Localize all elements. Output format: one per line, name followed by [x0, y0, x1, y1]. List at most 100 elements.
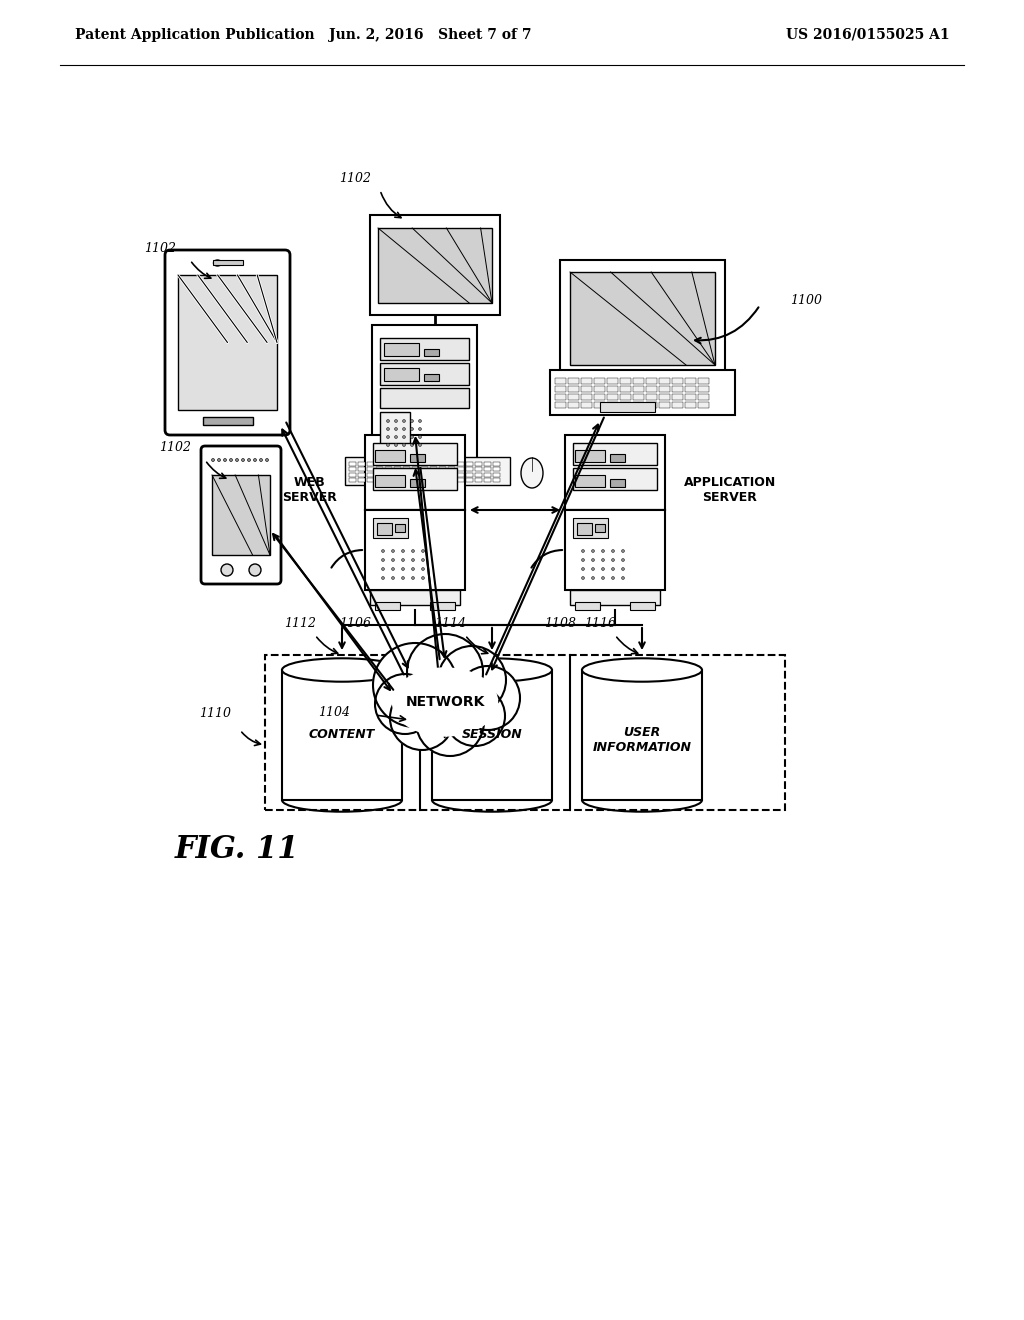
Ellipse shape [382, 568, 384, 570]
Bar [430, 462, 437, 466]
Bar [466, 478, 473, 482]
Bar [373, 444, 457, 465]
Bar [568, 385, 579, 392]
Ellipse shape [611, 577, 614, 579]
Bar [646, 393, 657, 400]
Bar [484, 478, 490, 482]
Bar [376, 478, 383, 482]
Bar [698, 385, 709, 392]
Bar [430, 467, 437, 471]
Ellipse shape [582, 659, 702, 681]
Bar [620, 393, 631, 400]
Bar [212, 475, 270, 554]
Bar [484, 473, 490, 477]
Bar [380, 412, 410, 451]
Bar [672, 385, 683, 392]
Ellipse shape [392, 668, 498, 737]
Bar [421, 478, 428, 482]
Bar [620, 403, 631, 408]
Ellipse shape [611, 558, 614, 561]
Bar [581, 393, 592, 400]
Bar [410, 479, 425, 487]
Bar [698, 403, 709, 408]
Bar [367, 462, 374, 466]
Ellipse shape [419, 420, 422, 422]
Bar [395, 524, 406, 532]
Ellipse shape [401, 558, 404, 561]
Bar [385, 478, 392, 482]
Ellipse shape [265, 458, 268, 462]
Bar [493, 478, 500, 482]
Bar [555, 393, 566, 400]
Ellipse shape [592, 577, 595, 579]
Ellipse shape [401, 577, 404, 579]
Bar [570, 590, 660, 605]
Bar [378, 228, 492, 304]
Ellipse shape [394, 420, 397, 422]
Circle shape [456, 667, 520, 730]
Bar [178, 275, 278, 411]
Bar [659, 378, 670, 384]
Bar [367, 478, 374, 482]
Bar [685, 393, 696, 400]
Bar [412, 478, 419, 482]
Ellipse shape [402, 436, 406, 438]
Ellipse shape [213, 260, 221, 267]
Bar [372, 325, 477, 459]
Ellipse shape [582, 549, 585, 553]
Bar [449, 478, 455, 482]
Bar [385, 473, 392, 477]
Bar [457, 467, 464, 471]
Ellipse shape [401, 568, 404, 570]
Text: 1106: 1106 [339, 616, 371, 630]
Bar [630, 602, 655, 610]
Bar [475, 478, 482, 482]
Bar [349, 478, 356, 482]
Bar [358, 467, 365, 471]
Ellipse shape [592, 549, 595, 553]
Bar [594, 378, 605, 384]
Bar [358, 478, 365, 482]
Ellipse shape [422, 568, 425, 570]
Ellipse shape [432, 659, 552, 681]
Ellipse shape [386, 420, 389, 422]
Bar [394, 473, 401, 477]
Bar [607, 403, 618, 408]
Bar [403, 478, 410, 482]
Bar [600, 403, 655, 412]
Text: 1114: 1114 [434, 616, 466, 630]
Circle shape [375, 675, 435, 734]
Bar [376, 462, 383, 466]
Bar [403, 462, 410, 466]
Text: USER
INFORMATION: USER INFORMATION [593, 726, 691, 754]
Bar [582, 671, 702, 800]
Bar [672, 393, 683, 400]
Bar [373, 517, 408, 539]
Bar [646, 378, 657, 384]
Ellipse shape [382, 549, 384, 553]
Ellipse shape [394, 444, 397, 446]
Bar [394, 478, 401, 482]
Text: APPLICATION
SERVER: APPLICATION SERVER [684, 477, 776, 504]
Ellipse shape [419, 444, 422, 446]
Bar [575, 450, 605, 462]
Bar [575, 602, 600, 610]
Bar [376, 467, 383, 471]
Bar [358, 462, 365, 466]
Bar [565, 510, 665, 590]
Bar [550, 370, 735, 414]
Ellipse shape [521, 458, 543, 488]
Ellipse shape [622, 549, 625, 553]
Bar [577, 523, 592, 535]
Bar [421, 462, 428, 466]
Ellipse shape [582, 568, 585, 570]
Bar [698, 378, 709, 384]
Bar [568, 393, 579, 400]
Ellipse shape [402, 444, 406, 446]
Bar [633, 393, 644, 400]
Ellipse shape [422, 577, 425, 579]
Ellipse shape [382, 577, 384, 579]
Bar [560, 260, 725, 375]
Ellipse shape [622, 558, 625, 561]
Bar [457, 473, 464, 477]
